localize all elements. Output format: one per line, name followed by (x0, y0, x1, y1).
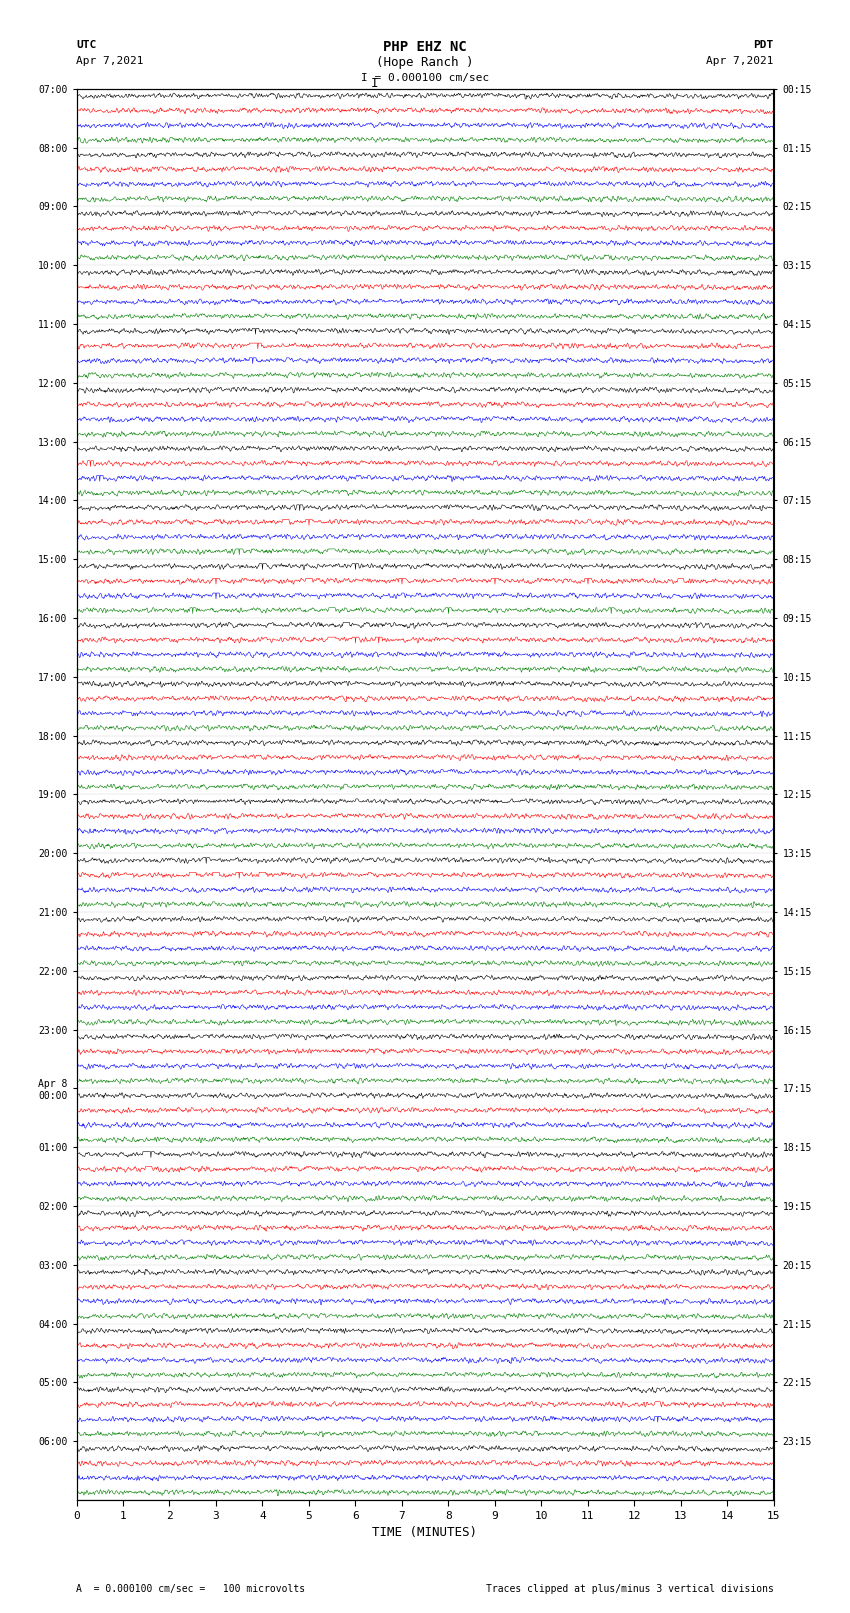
X-axis label: TIME (MINUTES): TIME (MINUTES) (372, 1526, 478, 1539)
Text: (Hope Ranch ): (Hope Ranch ) (377, 56, 473, 69)
Text: A  = 0.000100 cm/sec =   100 microvolts: A = 0.000100 cm/sec = 100 microvolts (76, 1584, 306, 1594)
Text: Apr 7,2021: Apr 7,2021 (706, 56, 774, 66)
Text: PHP EHZ NC: PHP EHZ NC (383, 40, 467, 55)
Text: PDT: PDT (753, 40, 774, 50)
Text: Traces clipped at plus/minus 3 vertical divisions: Traces clipped at plus/minus 3 vertical … (485, 1584, 774, 1594)
Text: UTC: UTC (76, 40, 97, 50)
Text: I = 0.000100 cm/sec: I = 0.000100 cm/sec (361, 73, 489, 82)
Text: I: I (371, 77, 377, 90)
Text: Apr 7,2021: Apr 7,2021 (76, 56, 144, 66)
